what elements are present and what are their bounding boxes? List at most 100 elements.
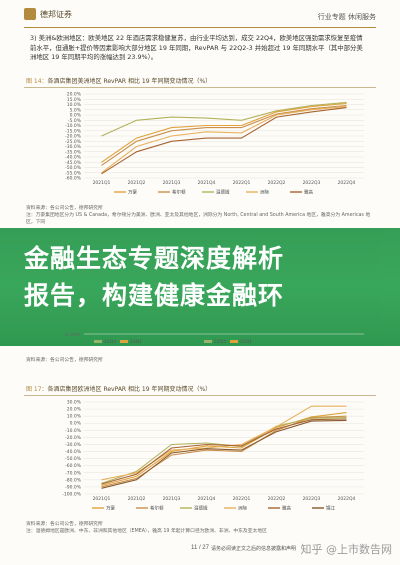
legend-label: 雅高: [304, 189, 313, 196]
x-tick-label: 2022Q3: [303, 496, 321, 502]
y-tick-label: -10.0%: [65, 428, 82, 434]
page-header: 德邦证券 行业专题 休闲服务: [0, 0, 400, 30]
y-tick-label: 15.0%: [67, 97, 82, 103]
y-tick-label: -20.0%: [65, 134, 82, 140]
y-tick-label: -70.0%: [65, 470, 82, 476]
y-tick-label: -80.0%: [65, 477, 82, 483]
legend-label: 希尔顿: [150, 505, 164, 512]
figure-14: 图 14：各酒店集团美洲地区 RevPAR 相比 19 年同期变动情况（%） 2…: [24, 74, 376, 226]
figure-number: 图 17：: [26, 386, 48, 393]
title-banner: 金融生态专题深度解析 报告，构建健康金融环: [0, 228, 400, 346]
y-tick-label: -10.0%: [65, 123, 82, 129]
legend-label: 锦江: [326, 505, 335, 512]
series-line: [101, 419, 347, 489]
y-tick-label: -25.0%: [65, 139, 82, 145]
y-tick-label: -60.0%: [65, 463, 82, 469]
y-tick-label: 0.0%: [70, 113, 82, 119]
y-tick-label: -50.0%: [65, 456, 82, 462]
figure-number: 图 14：: [26, 78, 48, 85]
svg-text:22Q4: 22Q4: [214, 339, 226, 345]
svg-text:22Q4: 22Q4: [104, 339, 116, 345]
figure-16-remnant: -6.00% 22Q4 23Q1 22Q4 23Q1 资料来源：各公司公告，德邦…: [24, 330, 376, 364]
y-tick-label: -15.0%: [65, 128, 82, 134]
banner-title-line-2: 报告，构建健康金融环: [24, 281, 285, 310]
figure-caption: 各酒店集团美洲地区 RevPAR 相比 19 年同期变动情况（%）: [47, 78, 212, 85]
y-tick-label: -45.0%: [65, 160, 82, 166]
legend-label: 雅高: [282, 505, 291, 512]
legend-label: 温德姆: [194, 505, 208, 512]
series-line: [101, 412, 347, 487]
x-tick-label: 2022Q1: [233, 496, 251, 502]
y-tick-label: 30.0%: [67, 400, 82, 406]
svg-text:23Q1: 23Q1: [130, 339, 142, 345]
y-tick-label: 10.0%: [67, 102, 82, 108]
banner-title: 金融生态专题深度解析 报告，构建健康金融环: [24, 240, 384, 314]
y-tick-label: 0.0%: [70, 421, 82, 427]
y-tick-label: -90.0%: [65, 484, 82, 490]
y-tick-label: -35.0%: [65, 149, 82, 155]
y-tick-label: -5.0%: [68, 118, 82, 124]
x-tick-label: 2021Q1: [93, 180, 111, 186]
svg-text:23Q1: 23Q1: [240, 339, 252, 345]
y-tick-label: -50.0%: [65, 165, 82, 171]
europe-revpar-chart: 30.0%20.0%10.0%0.0%-10.0%-20.0%-30.0%-40…: [62, 400, 364, 512]
x-tick-label: 2022Q2: [268, 180, 286, 186]
figure-note: 注：万豪集团地区分为 US & Canada，希尔顿分为美洲、欧洲、亚太及其他地…: [26, 213, 371, 225]
header-divider: [24, 27, 376, 28]
x-tick-label: 2021Q2: [128, 496, 146, 502]
legend-label: 万豪: [128, 189, 137, 196]
x-tick-label: 2021Q2: [128, 180, 146, 186]
figure-17: 图 17：各酒店集团欧洲地区 RevPAR 相比 19 年同期变动情况（%） 3…: [24, 382, 376, 535]
svg-text:-6.00%: -6.00%: [64, 332, 81, 338]
y-tick-label: -30.0%: [65, 442, 82, 448]
americas-revpar-chart: 20.0%15.0%10.0%5.0%0.0%-5.0%-10.0%-15.0%…: [65, 92, 364, 196]
y-tick-label: -40.0%: [65, 449, 82, 455]
y-tick-label: -30.0%: [65, 144, 82, 150]
x-tick-label: 2021Q3: [163, 496, 181, 502]
page-number: 11 / 27: [191, 545, 209, 551]
y-tick-label: -55.0%: [65, 170, 82, 176]
figure-title: 图 14：各酒店集团美洲地区 RevPAR 相比 19 年同期变动情况（%）: [24, 74, 376, 88]
brand-mark-icon: [24, 8, 36, 20]
x-tick-label: 2021Q1: [93, 496, 111, 502]
y-tick-label: 20.0%: [67, 92, 82, 98]
x-tick-label: 2022Q4: [338, 496, 356, 502]
figure-source-2: 资料来源：各公司公告，德邦研究所: [26, 358, 103, 363]
banner-title-line-1: 金融生态专题深度解析: [24, 244, 285, 273]
figure-source: 资料来源：各公司公告，德邦研究所: [26, 522, 103, 527]
header-category: 行业专题 休闲服务: [317, 13, 376, 21]
y-tick-label: -40.0%: [65, 155, 82, 161]
figure-source: 资料来源：各公司公告，德邦研究所: [26, 206, 103, 211]
x-tick-label: 2022Q3: [303, 180, 321, 186]
brand-name: 德邦证券: [40, 9, 72, 19]
series-line: [101, 101, 347, 137]
y-tick-label: 10.0%: [67, 414, 82, 420]
x-tick-label: 2022Q2: [268, 496, 286, 502]
series-line: [101, 104, 347, 166]
x-tick-label: 2021Q4: [198, 496, 216, 502]
series-line: [101, 107, 347, 175]
body-paragraph: 3) 美洲&欧洲地区：欧美地区 22 年酒店需求稳健复苏，由行业平均达到，成交 …: [30, 34, 363, 61]
disclaimer: 请务必阅读正文之后的信息披露和声明: [210, 546, 296, 552]
legend-label: 洲际: [260, 189, 269, 196]
legend-label: 温德姆: [216, 189, 230, 196]
x-tick-label: 2022Q1: [233, 180, 251, 186]
series-line: [101, 102, 347, 163]
y-tick-label: -100.0%: [62, 492, 82, 498]
legend-label: 希尔顿: [172, 189, 186, 196]
figure-note: 注：温德姆地区是欧洲、中东、非洲和其他地区（EMEA），雅高 19 年起计算口径…: [26, 529, 267, 534]
legend-label: 洲际: [238, 505, 247, 512]
x-tick-label: 2021Q4: [198, 180, 216, 186]
figure-caption: 各酒店集团欧洲地区 RevPAR 相比 19 年同期变动情况（%）: [47, 386, 212, 393]
figure-16-axis-remnant: -6.00% 22Q4 23Q1 22Q4 23Q1: [64, 332, 364, 345]
y-tick-label: 20.0%: [67, 407, 82, 413]
watermark: 知乎 @上市数告网: [300, 543, 393, 556]
y-tick-label: -60.0%: [65, 176, 82, 182]
legend-label: 万豪: [106, 505, 115, 512]
figure-title: 图 17：各酒店集团欧洲地区 RevPAR 相比 19 年同期变动情况（%）: [24, 382, 376, 396]
series-line: [101, 418, 347, 485]
brand-logo: 德邦证券: [24, 8, 72, 20]
x-tick-label: 2022Q4: [338, 180, 356, 186]
y-tick-label: 5.0%: [70, 107, 82, 113]
